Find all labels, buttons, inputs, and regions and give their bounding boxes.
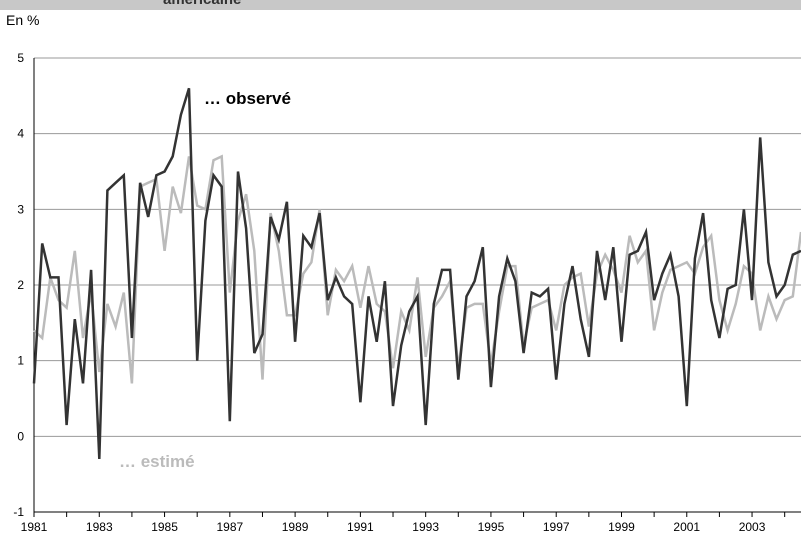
y-tick-label: -1 xyxy=(13,505,24,519)
y-tick-label: 5 xyxy=(17,51,24,65)
y-tick-label: 3 xyxy=(17,202,24,216)
x-tick-label: 2003 xyxy=(739,520,766,534)
series-observed-line xyxy=(32,87,801,460)
x-tick-label: 1985 xyxy=(151,520,178,534)
y-tick-label: 2 xyxy=(17,278,24,292)
truncated-title: américaine xyxy=(163,0,241,8)
x-tick-label: 1999 xyxy=(608,520,635,534)
x-tick-label: 2001 xyxy=(673,520,700,534)
y-tick-label: 4 xyxy=(17,127,24,141)
x-tick-label: 1983 xyxy=(86,520,113,534)
series-estimated-line xyxy=(33,154,801,384)
x-tick-label: 1989 xyxy=(282,520,309,534)
x-tick-label: 1981 xyxy=(21,520,48,534)
y-tick-label: 0 xyxy=(17,429,24,443)
x-tick-label: 1993 xyxy=(412,520,439,534)
x-tick-label: 1997 xyxy=(543,520,570,534)
x-tick-label: 1987 xyxy=(216,520,243,534)
x-tick-label: 1991 xyxy=(347,520,374,534)
x-tick-label: 1995 xyxy=(478,520,505,534)
y-tick-label: 1 xyxy=(17,354,24,368)
y-unit-label: En % xyxy=(6,12,40,28)
truncated-title-bar: américaine xyxy=(0,0,801,10)
annotation-estimated: … estimé xyxy=(119,452,195,471)
annotation-observed: … observé xyxy=(204,89,291,108)
